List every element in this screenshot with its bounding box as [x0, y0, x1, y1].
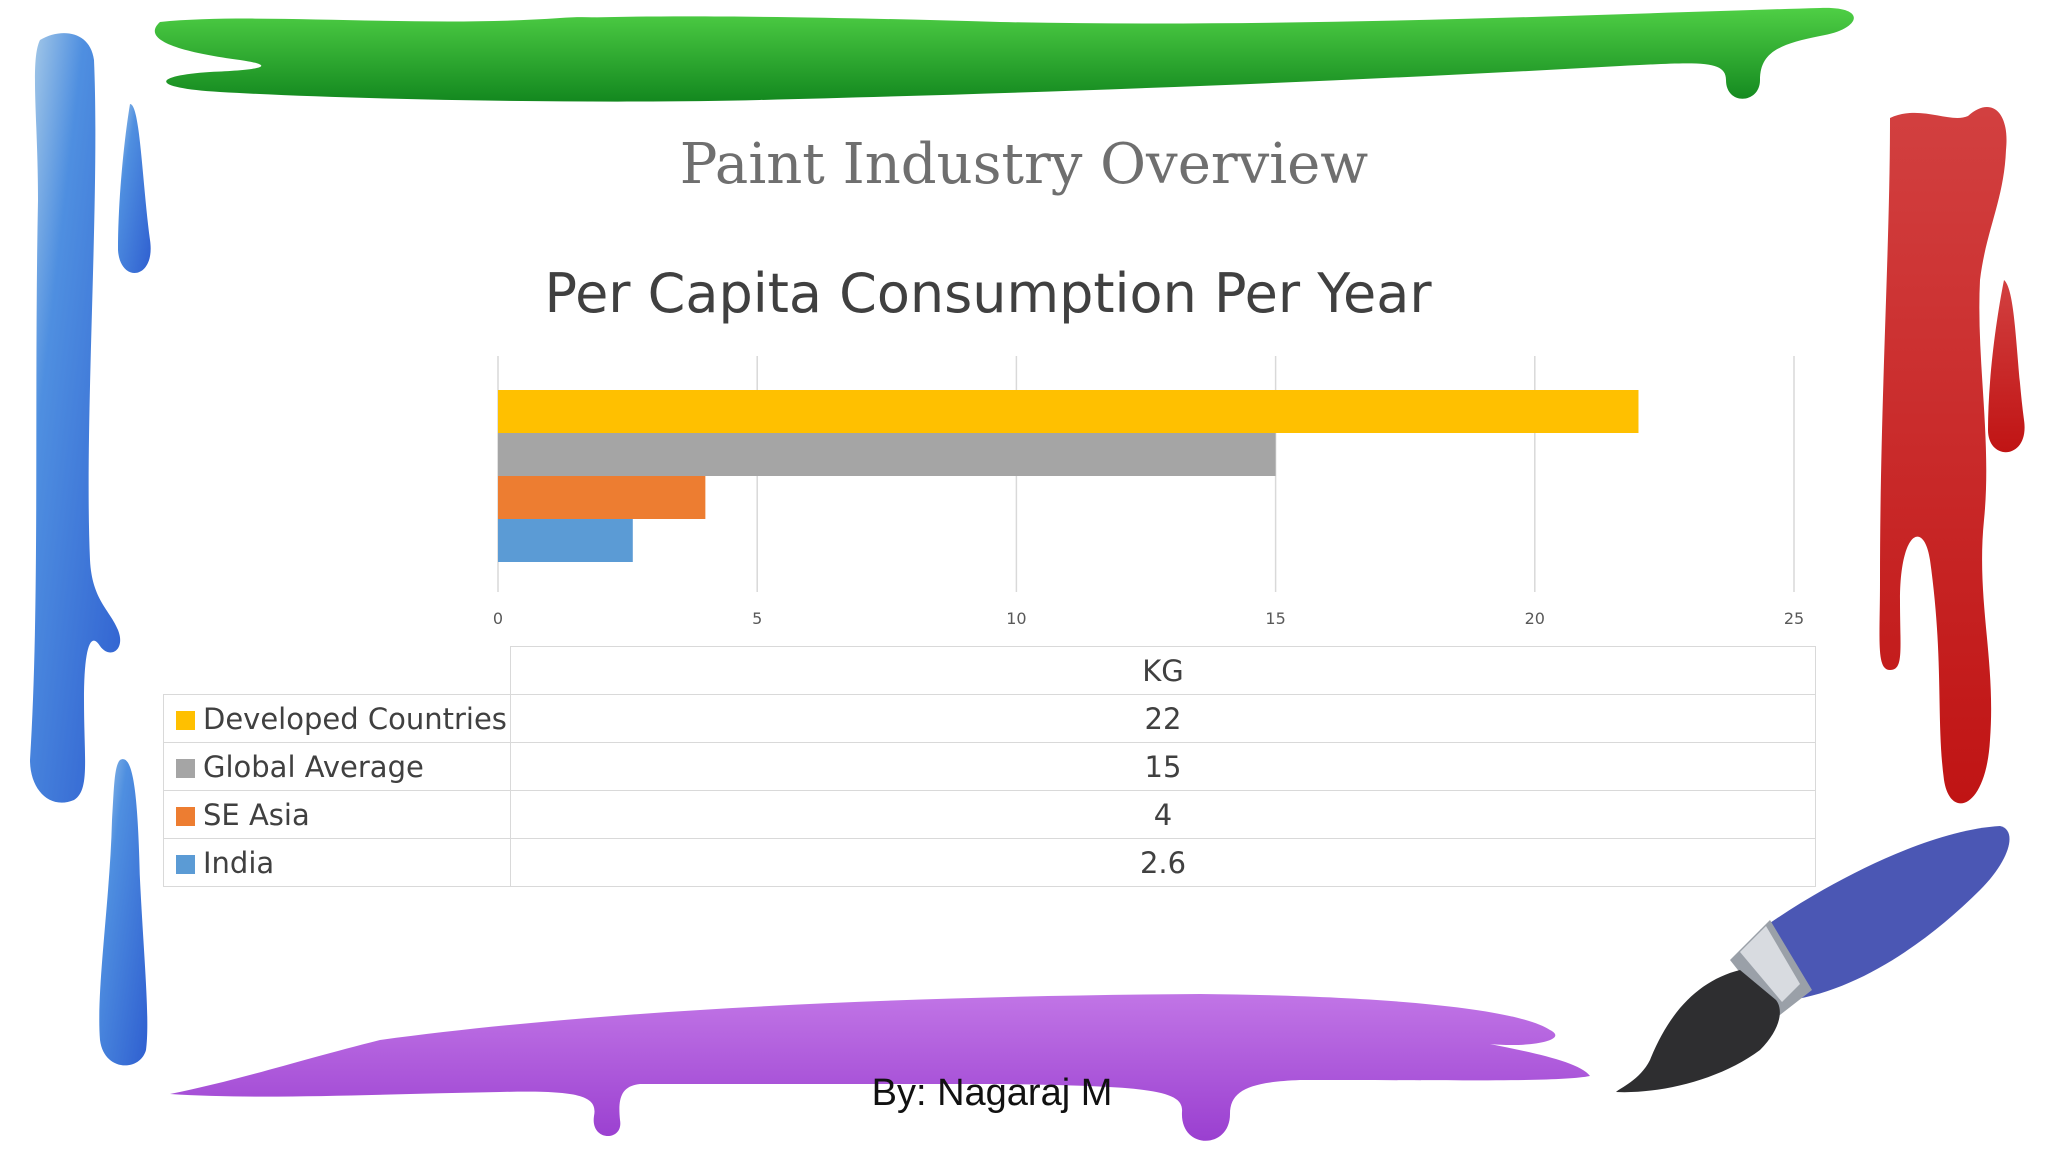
x-tick-label: 20 — [1525, 609, 1545, 628]
category-label: India — [203, 845, 275, 880]
table-category-cell: Developed Countries — [163, 694, 511, 743]
paint-drip-purple — [170, 994, 1590, 1141]
paint-drip-blue — [118, 104, 151, 273]
x-tick-label: 5 — [752, 609, 762, 628]
table-value-cell: 2.6 — [510, 838, 1816, 887]
bar-se-asia — [498, 476, 706, 519]
chart-bars — [498, 390, 1639, 562]
paint-drip-blue — [30, 33, 121, 803]
paint-drip-red — [1879, 106, 2007, 804]
category-label: Global Average — [203, 749, 424, 784]
table-category-cell: SE Asia — [163, 790, 511, 839]
x-tick-label: 10 — [1006, 609, 1026, 628]
page-title: Paint Industry Overview — [679, 132, 1369, 197]
bar-global-average — [498, 433, 1276, 476]
x-tick-label: 15 — [1265, 609, 1285, 628]
x-axis-ticks: 0 5 10 15 20 25 — [493, 609, 1804, 628]
paint-drip-green — [154, 7, 1854, 102]
chart-title: Per Capita Consumption Per Year — [544, 262, 1432, 325]
table-row: India 2.6 — [163, 838, 1816, 887]
legend-swatch — [176, 806, 195, 826]
author-credit: By: Nagaraj M — [871, 1072, 1113, 1114]
paint-drip-red — [1988, 280, 2025, 453]
x-tick-label: 25 — [1784, 609, 1804, 628]
legend-swatch — [176, 710, 195, 730]
data-table: KG Developed Countries 22 Global Average 15… — [163, 646, 1816, 887]
category-label: Developed Countries — [203, 701, 507, 736]
table-value-cell: 15 — [510, 742, 1816, 791]
bar-developed-countries — [498, 390, 1639, 433]
table-category-cell: Global Average — [163, 742, 511, 791]
paintbrush-icon — [1616, 826, 2010, 1093]
table-row: SE Asia 4 — [163, 790, 1816, 839]
table-row: Global Average 15 — [163, 742, 1816, 791]
table-row: Developed Countries 22 — [163, 694, 1816, 743]
paint-drip-blue — [99, 759, 148, 1066]
table-category-cell: India — [163, 838, 511, 887]
table-value-cell: 22 — [510, 694, 1816, 743]
table-header-row: KG — [164, 646, 1816, 695]
table-corner — [164, 647, 511, 695]
category-label: SE Asia — [203, 797, 310, 832]
legend-swatch — [176, 758, 195, 778]
table-series-header: KG — [510, 646, 1816, 695]
x-tick-label: 0 — [493, 609, 503, 628]
legend-swatch — [176, 854, 195, 874]
table-value-cell: 4 — [510, 790, 1816, 839]
bar-india — [498, 519, 633, 562]
